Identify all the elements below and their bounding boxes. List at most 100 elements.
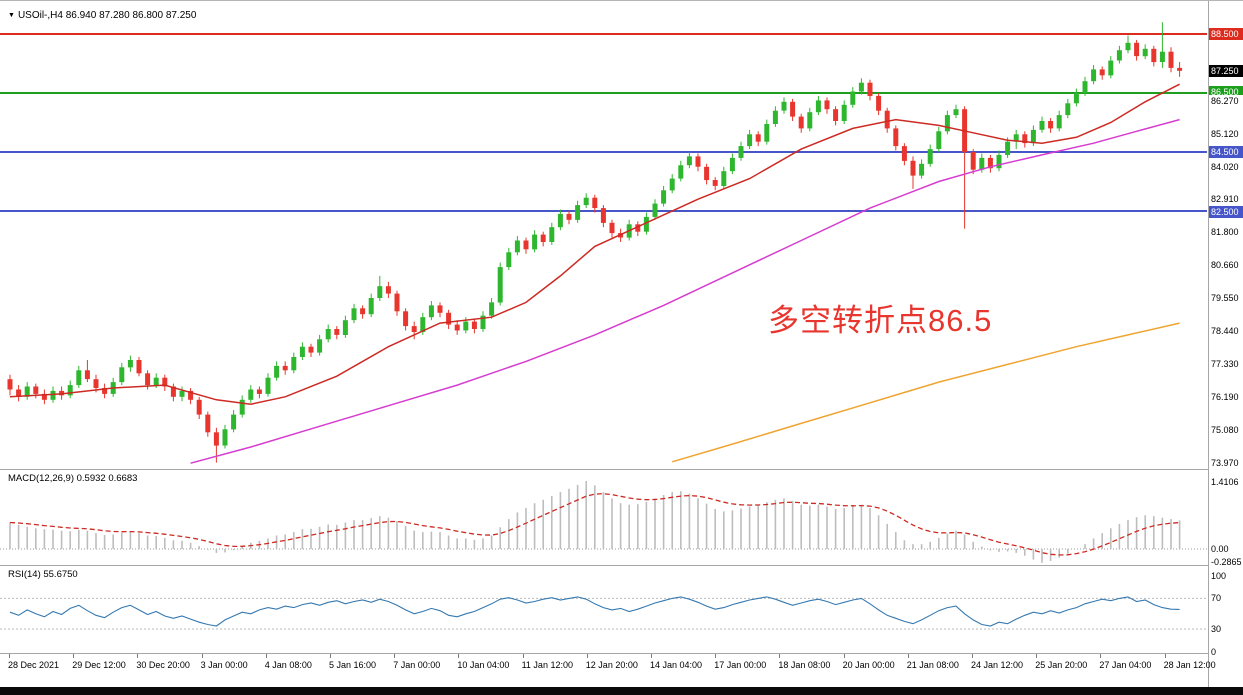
- candle-body: [1159, 51, 1165, 62]
- candle-body: [497, 267, 503, 303]
- candle-body: [987, 157, 993, 169]
- candle-body: [102, 388, 108, 394]
- candle-body: [351, 308, 357, 321]
- candle-body: [127, 360, 133, 368]
- candle-body: [239, 399, 245, 415]
- time-axis-tick: [522, 654, 524, 658]
- candle-body: [325, 329, 331, 340]
- candle-body: [213, 432, 219, 446]
- ma-slow-orange: [671, 322, 1180, 463]
- candle-body: [256, 389, 262, 394]
- candle-body: [566, 213, 572, 220]
- candle-body: [704, 166, 710, 181]
- scale-label: 0.00: [1209, 543, 1243, 555]
- candle-body: [394, 293, 400, 312]
- candle-body: [944, 115, 950, 132]
- time-axis-tick: [1036, 654, 1038, 658]
- rsi-indicator-label: RSI(14) 55.6750: [8, 569, 78, 580]
- candle-body: [385, 286, 391, 294]
- time-axis-label: 11 Jan 12:00: [521, 660, 573, 670]
- time-axis-label: 7 Jan 00:00: [393, 660, 441, 670]
- time-axis-label: 29 Dec 12:00: [72, 660, 126, 670]
- candle-body: [454, 324, 460, 331]
- candle-body: [188, 390, 194, 400]
- candle-body: [514, 240, 520, 253]
- time-axis-label: 17 Jan 00:00: [714, 660, 767, 670]
- scale-label: 75.080: [1209, 424, 1243, 436]
- candle-body: [695, 156, 701, 167]
- candle-body: [850, 91, 856, 105]
- candle-body: [222, 429, 228, 446]
- candle-body: [196, 399, 202, 415]
- panel-separator[interactable]: [0, 565, 1243, 566]
- candle-body: [1030, 129, 1036, 144]
- candle-body: [1013, 134, 1019, 142]
- candle-body: [428, 305, 434, 318]
- time-axis-tick: [779, 654, 781, 658]
- candle-body: [84, 370, 90, 380]
- price-scale-column[interactable]: 88.500 87.250 86.500 86.270 85.120 84.500 84.0…: [1208, 1, 1243, 687]
- candle-body: [360, 308, 366, 315]
- scale-label: 70: [1209, 592, 1243, 604]
- candle-body: [549, 227, 555, 242]
- candle-body: [67, 385, 73, 396]
- candle-body: [59, 390, 65, 396]
- candle-body: [910, 160, 916, 176]
- candle-body: [145, 373, 151, 386]
- candle-body: [24, 386, 30, 397]
- candle-body: [867, 82, 873, 96]
- candle-body: [893, 128, 899, 147]
- candle-body: [575, 205, 581, 220]
- candle-body: [317, 339, 323, 353]
- candle-body: [1039, 121, 1045, 130]
- candle-body: [308, 346, 314, 353]
- rsi-line: [9, 596, 1180, 627]
- macd-indicator-canvas[interactable]: [0, 470, 1207, 565]
- time-axis-tick: [458, 654, 460, 658]
- candle-body: [1134, 42, 1140, 57]
- time-axis[interactable]: 28 Dec 2021 29 Dec 12:00 30 Dec 20:00 3 Jan…: [0, 654, 1216, 687]
- price-level-label: 88.500: [1209, 28, 1243, 40]
- candle-body: [781, 101, 787, 111]
- candle-body: [41, 393, 47, 400]
- time-axis-label: 3 Jan 00:00: [200, 660, 248, 670]
- scale-label: -0.2865: [1209, 556, 1243, 568]
- rsi-indicator-canvas[interactable]: [0, 566, 1207, 653]
- candle-body: [153, 377, 159, 386]
- candle-body: [437, 305, 443, 313]
- panel-separator[interactable]: [0, 469, 1243, 470]
- time-axis-label: 18 Jan 08:00: [778, 660, 831, 670]
- candle-body: [970, 152, 976, 170]
- time-axis-tick: [9, 654, 10, 658]
- time-axis-label: 12 Jan 20:00: [585, 660, 638, 670]
- candle-body: [265, 377, 271, 394]
- candle-body: [540, 234, 546, 242]
- candle-body: [76, 370, 82, 386]
- candle-body: [678, 165, 684, 179]
- price-level-label: 87.250: [1209, 65, 1243, 77]
- time-axis-label: 30 Dec 20:00: [136, 660, 190, 670]
- candle-body: [919, 163, 925, 176]
- scale-label: 100: [1209, 570, 1243, 582]
- candle-body: [523, 240, 529, 250]
- time-axis-tick: [330, 654, 331, 658]
- candle-body: [1168, 51, 1174, 68]
- candle-body: [772, 110, 778, 124]
- candle-body: [1022, 134, 1028, 144]
- time-axis-label: 14 Jan 04:00: [650, 660, 703, 670]
- candle-body: [755, 134, 761, 142]
- candle-body: [557, 213, 563, 228]
- candle-body: [291, 357, 297, 371]
- scale-label: 82.910: [1209, 193, 1243, 205]
- candle-body: [833, 109, 839, 121]
- candle-body: [643, 216, 649, 232]
- candle-body: [1125, 42, 1131, 51]
- candle-body: [411, 326, 417, 332]
- time-axis-tick: [843, 654, 845, 658]
- candle-body: [996, 154, 1002, 169]
- time-axis-tick: [715, 654, 717, 658]
- candle-body: [721, 171, 727, 186]
- candle-body: [377, 286, 383, 298]
- price-chart-canvas[interactable]: [0, 1, 1207, 469]
- candle-body: [884, 110, 890, 129]
